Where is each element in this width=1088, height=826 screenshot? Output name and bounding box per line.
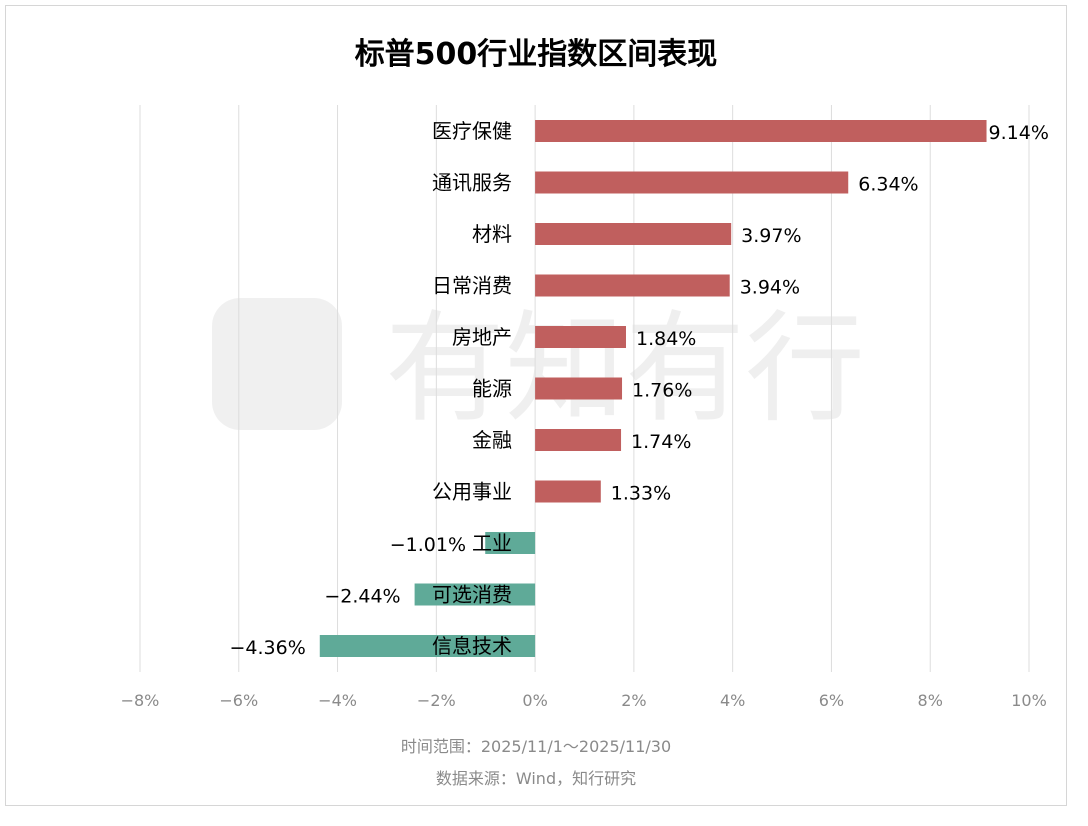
- value-label: −2.44%: [324, 586, 400, 608]
- category-label: 可选消费: [432, 583, 512, 607]
- category-label: 能源: [472, 377, 512, 401]
- x-tick-label: 6%: [819, 691, 844, 710]
- bar: [535, 377, 623, 400]
- value-label: 6.34%: [858, 174, 918, 196]
- category-label: 日常消费: [432, 274, 512, 298]
- x-tick-label: −6%: [219, 691, 258, 710]
- value-label: 9.14%: [989, 122, 1049, 144]
- value-label: 3.94%: [740, 277, 800, 299]
- x-tick-label: −4%: [318, 691, 357, 710]
- value-label: 1.33%: [611, 483, 671, 505]
- value-label: 1.74%: [631, 431, 691, 453]
- x-tick-label: 10%: [1011, 691, 1047, 710]
- bar: [535, 120, 987, 142]
- category-label: 房地产: [452, 325, 512, 349]
- bar: [535, 326, 626, 348]
- footer-source: 数据来源：Wind，知行研究: [436, 769, 636, 788]
- bar: [535, 223, 732, 245]
- x-tick-label: 0%: [522, 691, 547, 710]
- category-label: 材料: [472, 222, 512, 246]
- category-label: 通讯服务: [432, 171, 512, 195]
- bar: [535, 274, 730, 297]
- category-label: 金融: [472, 428, 512, 452]
- bar: [485, 532, 536, 554]
- category-label: 信息技术: [432, 634, 512, 658]
- category-label: 公用事业: [432, 480, 512, 504]
- bar: [535, 480, 601, 503]
- bar: [535, 171, 849, 194]
- value-label: 3.97%: [741, 225, 801, 247]
- value-label: −1.01%: [390, 534, 466, 556]
- x-tick-label: 2%: [621, 691, 646, 710]
- x-tick-label: 4%: [720, 691, 745, 710]
- x-tick-label: 8%: [918, 691, 943, 710]
- watermark-text: 有知有行: [385, 300, 865, 439]
- bar: [414, 583, 536, 606]
- category-label: 工业: [472, 531, 512, 555]
- value-label: 1.76%: [632, 380, 692, 402]
- chart-title: 标普500行业指数区间表现: [355, 37, 718, 72]
- value-label: 1.84%: [636, 328, 696, 350]
- x-tick-label: −2%: [417, 691, 456, 710]
- value-label: −4.36%: [229, 637, 305, 659]
- x-tick-label: −8%: [121, 691, 160, 710]
- category-label: 医疗保健: [432, 119, 512, 143]
- watermark: 有知有行: [212, 298, 865, 439]
- bar: [319, 635, 536, 657]
- footer-period: 时间范围：2025/11/1～2025/11/30: [401, 737, 671, 756]
- bar: [535, 429, 622, 451]
